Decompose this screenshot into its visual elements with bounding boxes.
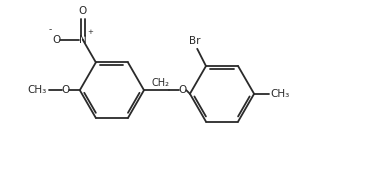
Text: CH₃: CH₃ (27, 85, 46, 95)
Text: O: O (52, 35, 61, 45)
Text: O: O (179, 85, 187, 95)
Text: Br: Br (189, 36, 201, 46)
Text: N: N (79, 35, 87, 45)
Text: O: O (79, 6, 87, 16)
Text: -: - (48, 25, 52, 34)
Text: CH₃: CH₃ (270, 89, 290, 99)
Text: O: O (61, 85, 69, 95)
Text: CH₂: CH₂ (151, 78, 169, 88)
Text: +: + (87, 29, 93, 35)
